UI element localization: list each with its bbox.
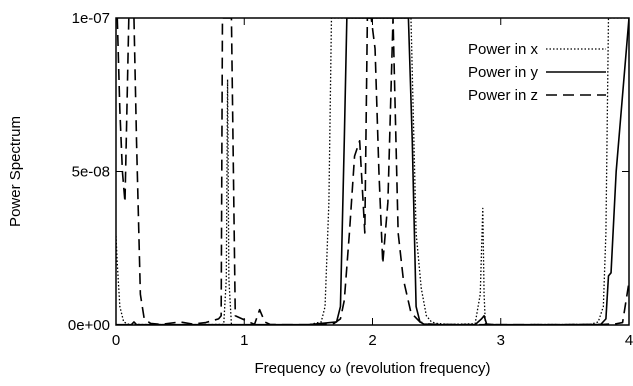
y-tick-label: 1e-07 xyxy=(72,10,110,27)
x-tick-label: 2 xyxy=(368,332,376,349)
legend: Power in x Power in y Power in z xyxy=(468,41,606,104)
x-tick-label: 4 xyxy=(625,332,633,349)
legend-label-3: Power in z xyxy=(468,87,538,104)
y-tick-label: 5e-08 xyxy=(72,164,110,181)
y-tick-label: 0e+00 xyxy=(68,317,110,334)
legend-label-1: Power in x xyxy=(468,41,539,58)
series-line-1 xyxy=(116,18,629,325)
x-tick-label: 1 xyxy=(240,332,248,349)
x-tick-label: 0 xyxy=(112,332,120,349)
x-axis-label: Frequency ω (revolution frequency) xyxy=(255,360,491,377)
y-axis-label: Power Spectrum xyxy=(7,116,24,227)
legend-label-2: Power in y xyxy=(468,64,539,81)
series-line-3 xyxy=(116,18,629,325)
plot-frame xyxy=(115,17,630,326)
series-line-2 xyxy=(116,18,629,325)
x-tick-label: 3 xyxy=(497,332,505,349)
